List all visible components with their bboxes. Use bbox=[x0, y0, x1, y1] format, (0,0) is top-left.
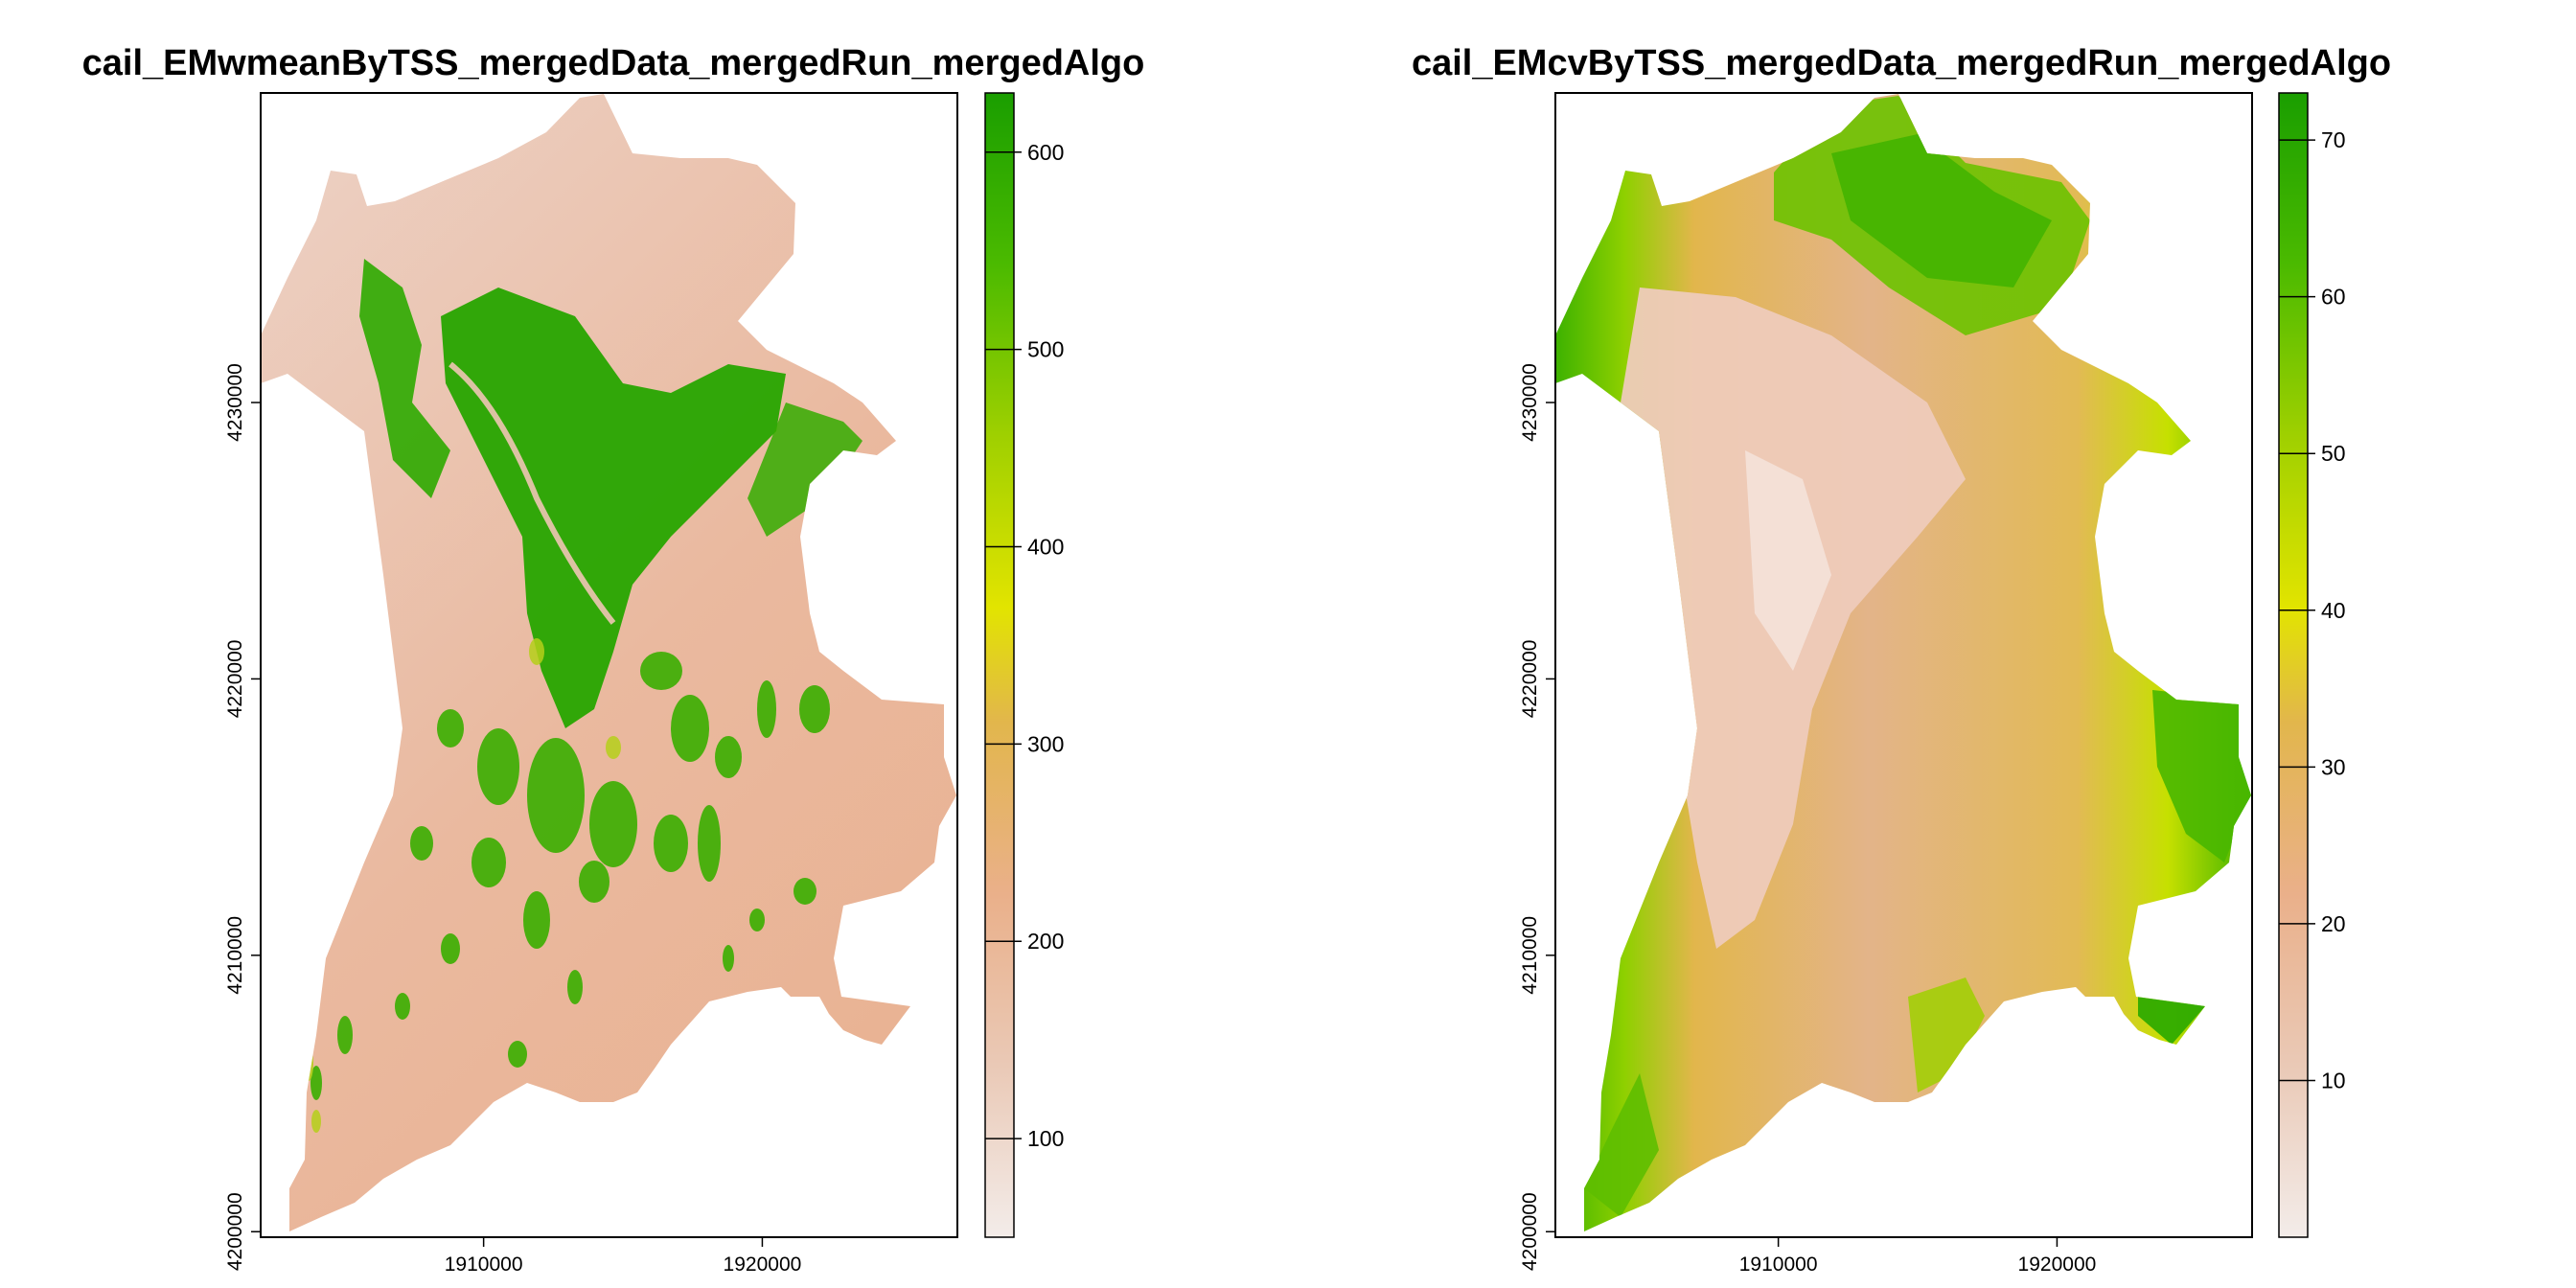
colorbar-tick-label: 400 bbox=[1027, 534, 1064, 559]
colorbar-tick-label: 10 bbox=[2321, 1068, 2346, 1092]
x-tick-label: 1920000 bbox=[724, 1254, 802, 1276]
y-axis: 4200000 4210000 4220000 4230000 bbox=[1519, 363, 1555, 1271]
colorbar-tick-label: 40 bbox=[2321, 598, 2346, 623]
green-patch bbox=[671, 695, 709, 762]
map-raster bbox=[1555, 94, 2251, 1231]
yellow-patch bbox=[529, 638, 544, 665]
yellow-patch bbox=[606, 736, 621, 759]
green-patch bbox=[749, 908, 765, 932]
colorbar-tick-label: 60 bbox=[2321, 285, 2346, 310]
y-axis: 4200000 4210000 4220000 4230000 bbox=[224, 363, 261, 1271]
map-title: cail_EMcvByTSS_mergedData_mergedRun_merg… bbox=[1412, 43, 2391, 83]
colorbar-tick-label: 100 bbox=[1027, 1126, 1064, 1151]
green-patch bbox=[337, 1016, 353, 1054]
river-line bbox=[448, 361, 616, 625]
colorbar-tick-label: 300 bbox=[1027, 731, 1064, 756]
value-zones bbox=[1584, 96, 2251, 1217]
y-tick-label: 4220000 bbox=[1519, 640, 1541, 719]
colorbar-tick-label: 200 bbox=[1027, 929, 1064, 954]
urban-zone bbox=[359, 259, 450, 498]
green-patch bbox=[508, 1041, 527, 1068]
green-patch bbox=[579, 861, 610, 903]
x-tick-label: 1910000 bbox=[445, 1254, 523, 1276]
green-patch bbox=[715, 736, 742, 778]
green-patch bbox=[437, 709, 464, 748]
x-axis: 1910000 1920000 bbox=[1739, 1237, 2097, 1276]
green-patch bbox=[589, 781, 637, 867]
green-patch bbox=[799, 685, 830, 733]
green-patch bbox=[654, 815, 688, 872]
map-title: cail_EMwmeanByTSS_mergedData_mergedRun_m… bbox=[82, 43, 1145, 83]
x-tick-label: 1910000 bbox=[1739, 1254, 1818, 1276]
colorbar-tick-label: 50 bbox=[2321, 441, 2346, 466]
plot-frame bbox=[1554, 92, 2253, 1238]
map-panel-cv: cail_EMcvByTSS_mergedData_mergedRun_merg… bbox=[1412, 43, 2391, 1276]
yellow-patch bbox=[304, 1046, 313, 1081]
colorbar-tick-label: 70 bbox=[2321, 127, 2346, 152]
high-cv-zone bbox=[1831, 134, 2052, 288]
y-tick-label: 4200000 bbox=[224, 1192, 246, 1271]
green-patch bbox=[477, 728, 519, 805]
y-tick-label: 4210000 bbox=[1519, 916, 1541, 995]
colorbar: 10 20 30 40 50 60 70 bbox=[2278, 92, 2346, 1238]
map-raster bbox=[261, 94, 956, 1231]
y-tick-label: 4200000 bbox=[1519, 1192, 1541, 1271]
green-patch bbox=[723, 945, 734, 972]
plot-frame bbox=[260, 92, 958, 1238]
yellow-patch bbox=[311, 1110, 321, 1133]
urban-zone bbox=[441, 288, 786, 728]
green-patch bbox=[794, 878, 816, 905]
colorbar-gradient bbox=[2278, 92, 2309, 1238]
green-patch bbox=[472, 838, 506, 887]
y-tick-label: 4230000 bbox=[224, 363, 246, 442]
green-patch bbox=[757, 680, 776, 738]
high-value-zones bbox=[299, 259, 862, 1133]
y-tick-label: 4210000 bbox=[224, 916, 246, 995]
green-patch bbox=[527, 738, 585, 853]
green-patch bbox=[395, 993, 410, 1020]
low-cv-zone bbox=[1745, 450, 1831, 671]
map-panel-wmean: cail_EMwmeanByTSS_mergedData_mergedRun_m… bbox=[82, 43, 1145, 1276]
x-tick-label: 1920000 bbox=[2018, 1254, 2097, 1276]
mid-cv-zone bbox=[1908, 978, 1985, 1092]
y-tick-label: 4230000 bbox=[1519, 363, 1541, 442]
colorbar-tick-label: 600 bbox=[1027, 140, 1064, 165]
green-patch bbox=[410, 826, 433, 861]
green-patch bbox=[698, 805, 721, 882]
yellow-patch bbox=[299, 937, 310, 979]
green-patch bbox=[310, 1066, 322, 1100]
urban-zone bbox=[748, 402, 862, 537]
x-axis: 1910000 1920000 bbox=[445, 1237, 802, 1276]
colorbar: 100 200 300 400 500 600 bbox=[984, 92, 1064, 1238]
green-patch bbox=[441, 933, 460, 964]
colorbar-tick-label: 30 bbox=[2321, 754, 2346, 779]
green-patch bbox=[567, 970, 583, 1004]
high-cv-zone bbox=[2152, 690, 2251, 862]
green-patch bbox=[640, 652, 682, 690]
green-patch bbox=[523, 891, 550, 949]
high-cv-zone bbox=[1584, 1073, 1659, 1217]
colorbar-tick-label: 500 bbox=[1027, 337, 1064, 362]
y-tick-label: 4220000 bbox=[224, 640, 246, 719]
colorbar-tick-label: 20 bbox=[2321, 911, 2346, 936]
colorbar-gradient bbox=[984, 92, 1015, 1238]
